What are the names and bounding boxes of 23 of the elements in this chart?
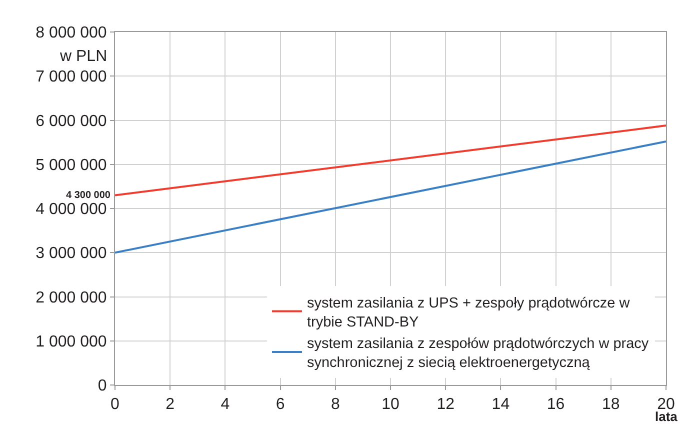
x-tick-label: 10 (382, 396, 400, 414)
x-tick-label: 6 (276, 396, 285, 414)
annotation: 4 300 000 (66, 190, 111, 201)
x-tick-label: 12 (436, 396, 455, 414)
y-tick-label: 8 000 000 (36, 24, 107, 42)
y-tick-label: 6 000 000 (36, 112, 107, 130)
y-axis-title: w PLN (59, 48, 108, 65)
x-tick-label: 8 (330, 396, 340, 414)
y-tick-label: 4 000 000 (36, 201, 107, 218)
y-tick-label: 3 000 000 (36, 245, 107, 262)
x-tick-label: 14 (492, 396, 510, 414)
x-tick-label: 2 (166, 396, 175, 414)
y-tick-label: 0 (98, 378, 107, 395)
legend-label: system zasilania z zespołów prądotwórczych w pracy synchronicznej z siecią elektroenergetyczną (306, 336, 650, 372)
x-tick-label: 16 (546, 396, 565, 414)
y-tick-label: 2 000 000 (36, 289, 107, 306)
x-tick-label: 4 (220, 396, 230, 414)
y-tick-label: 1 000 000 (36, 333, 107, 350)
y-tick-label: 5 000 000 (36, 156, 107, 174)
x-tick-label: 0 (110, 396, 120, 414)
x-tick-label: 18 (602, 396, 620, 414)
y-tick-label: 7 000 000 (36, 68, 107, 86)
x-axis-title: lata (655, 409, 678, 424)
